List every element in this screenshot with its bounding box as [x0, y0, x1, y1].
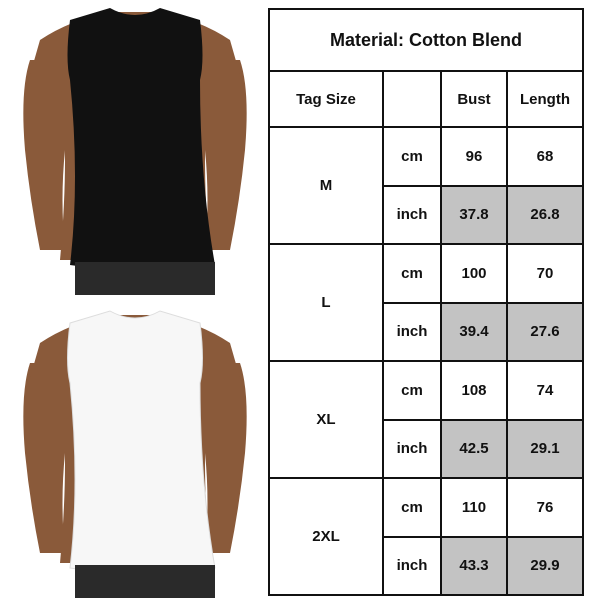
bust-cell: 42.5 — [440, 418, 508, 479]
unit-cell: cm — [382, 126, 442, 187]
header-unit — [382, 70, 442, 128]
bust-cell: 96 — [440, 126, 508, 187]
table-row: XL cm 108 74 — [268, 360, 584, 479]
bust-cell: 37.8 — [440, 184, 508, 245]
unit-cell: inch — [382, 184, 442, 245]
material-title: Material: Cotton Blend — [268, 8, 584, 72]
bust-cell: 43.3 — [440, 535, 508, 596]
size-cell: M — [268, 126, 384, 245]
length-cell: 74 — [506, 360, 584, 421]
table-row: inch 37.8 26.8 — [269, 184, 584, 245]
unit-cell: inch — [382, 535, 442, 596]
bust-cell: 100 — [440, 243, 508, 304]
header-length: Length — [506, 70, 584, 128]
header-tag-size: Tag Size — [268, 70, 384, 128]
size-cell: XL — [268, 360, 384, 479]
length-cell: 29.9 — [506, 535, 584, 596]
unit-cell: inch — [382, 301, 442, 362]
length-cell: 70 — [506, 243, 584, 304]
table-row: M cm 96 68 — [268, 126, 584, 245]
table-row: inch 42.5 29.1 — [269, 418, 584, 479]
size-cell: L — [268, 243, 384, 362]
table-row: 2XL cm 110 76 — [268, 477, 584, 596]
unit-cell: cm — [382, 360, 442, 421]
white-tank-photo — [23, 310, 247, 598]
length-cell: 27.6 — [506, 301, 584, 362]
table-row: L cm 100 70 — [268, 243, 584, 362]
unit-cell: cm — [382, 477, 442, 538]
unit-cell: cm — [382, 243, 442, 304]
product-photos — [0, 0, 267, 600]
bust-cell: 39.4 — [440, 301, 508, 362]
size-cell: 2XL — [268, 477, 384, 596]
bust-cell: 108 — [440, 360, 508, 421]
table-row: inch 43.3 29.9 — [269, 535, 584, 596]
length-cell: 76 — [506, 477, 584, 538]
length-cell: 26.8 — [506, 184, 584, 245]
unit-cell: inch — [382, 418, 442, 479]
bust-cell: 110 — [440, 477, 508, 538]
length-cell: 29.1 — [506, 418, 584, 479]
black-tank-photo — [23, 8, 247, 295]
header-bust: Bust — [440, 70, 508, 128]
table-row: inch 39.4 27.6 — [269, 301, 584, 362]
length-cell: 68 — [506, 126, 584, 187]
size-chart-table: Material: Cotton Blend Tag Size Bust Len… — [268, 8, 584, 596]
